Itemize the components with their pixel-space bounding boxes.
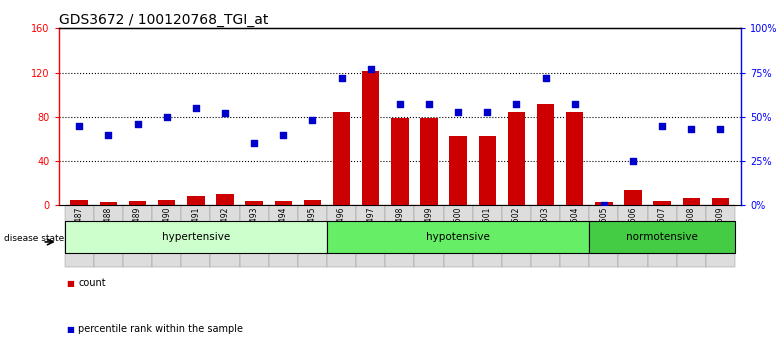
Bar — [298, 205, 327, 267]
Point — [452, 109, 464, 114]
Text: normotensive: normotensive — [626, 232, 698, 242]
Bar — [64, 205, 94, 267]
Bar — [531, 205, 560, 267]
Text: hypotensive: hypotensive — [426, 232, 490, 242]
Point — [626, 158, 639, 164]
Bar — [478, 136, 496, 205]
Point — [423, 102, 435, 107]
Bar — [327, 221, 590, 253]
Bar — [560, 205, 590, 267]
Bar — [274, 201, 292, 205]
Bar — [327, 205, 356, 267]
Bar — [537, 104, 554, 205]
Bar — [152, 205, 181, 267]
Text: percentile rank within the sample: percentile rank within the sample — [78, 324, 243, 334]
Text: hypertensive: hypertensive — [162, 232, 230, 242]
Bar — [420, 118, 437, 205]
Point — [248, 141, 260, 146]
Point — [481, 109, 494, 114]
Text: GDS3672 / 100120768_TGI_at: GDS3672 / 100120768_TGI_at — [59, 13, 268, 27]
Bar — [706, 205, 735, 267]
Bar — [449, 136, 467, 205]
Bar — [303, 200, 321, 205]
Bar — [444, 205, 473, 267]
Bar — [508, 113, 525, 205]
Text: ■: ■ — [67, 279, 74, 288]
Bar — [100, 202, 117, 205]
Point — [685, 126, 698, 132]
Point — [73, 123, 85, 129]
Bar — [210, 205, 240, 267]
Bar — [356, 205, 385, 267]
Bar — [71, 200, 88, 205]
Bar — [590, 221, 735, 253]
Bar — [590, 205, 619, 267]
Point — [568, 102, 581, 107]
Bar — [123, 205, 152, 267]
Point — [131, 121, 143, 127]
Bar — [385, 205, 415, 267]
Point — [277, 132, 289, 137]
Bar — [595, 202, 612, 205]
Bar — [624, 190, 642, 205]
Bar — [677, 205, 706, 267]
Bar — [502, 205, 531, 267]
Point — [161, 114, 173, 120]
Point — [336, 75, 348, 81]
Bar — [269, 205, 298, 267]
Point — [539, 75, 552, 81]
Point — [219, 110, 231, 116]
Bar — [181, 205, 210, 267]
Bar — [391, 118, 408, 205]
Text: count: count — [78, 278, 106, 288]
Point — [510, 102, 523, 107]
Bar — [240, 205, 269, 267]
Bar — [566, 113, 583, 205]
Point — [365, 66, 377, 72]
Bar — [473, 205, 502, 267]
Bar — [712, 198, 729, 205]
Bar — [648, 205, 677, 267]
Point — [714, 126, 727, 132]
Point — [306, 118, 318, 123]
Point — [597, 202, 610, 208]
Text: ■: ■ — [67, 325, 74, 334]
Point — [102, 132, 114, 137]
Bar — [129, 201, 147, 205]
Bar — [415, 205, 444, 267]
Point — [190, 105, 202, 111]
Text: disease state: disease state — [4, 234, 64, 244]
Point — [394, 102, 406, 107]
Bar — [362, 72, 379, 205]
Bar — [245, 201, 263, 205]
Bar — [619, 205, 648, 267]
Bar — [94, 205, 123, 267]
Bar — [187, 196, 205, 205]
Bar — [683, 198, 700, 205]
Bar — [158, 200, 176, 205]
Bar — [332, 113, 350, 205]
Bar — [653, 201, 671, 205]
Bar — [64, 221, 327, 253]
Bar — [216, 194, 234, 205]
Point — [656, 123, 669, 129]
